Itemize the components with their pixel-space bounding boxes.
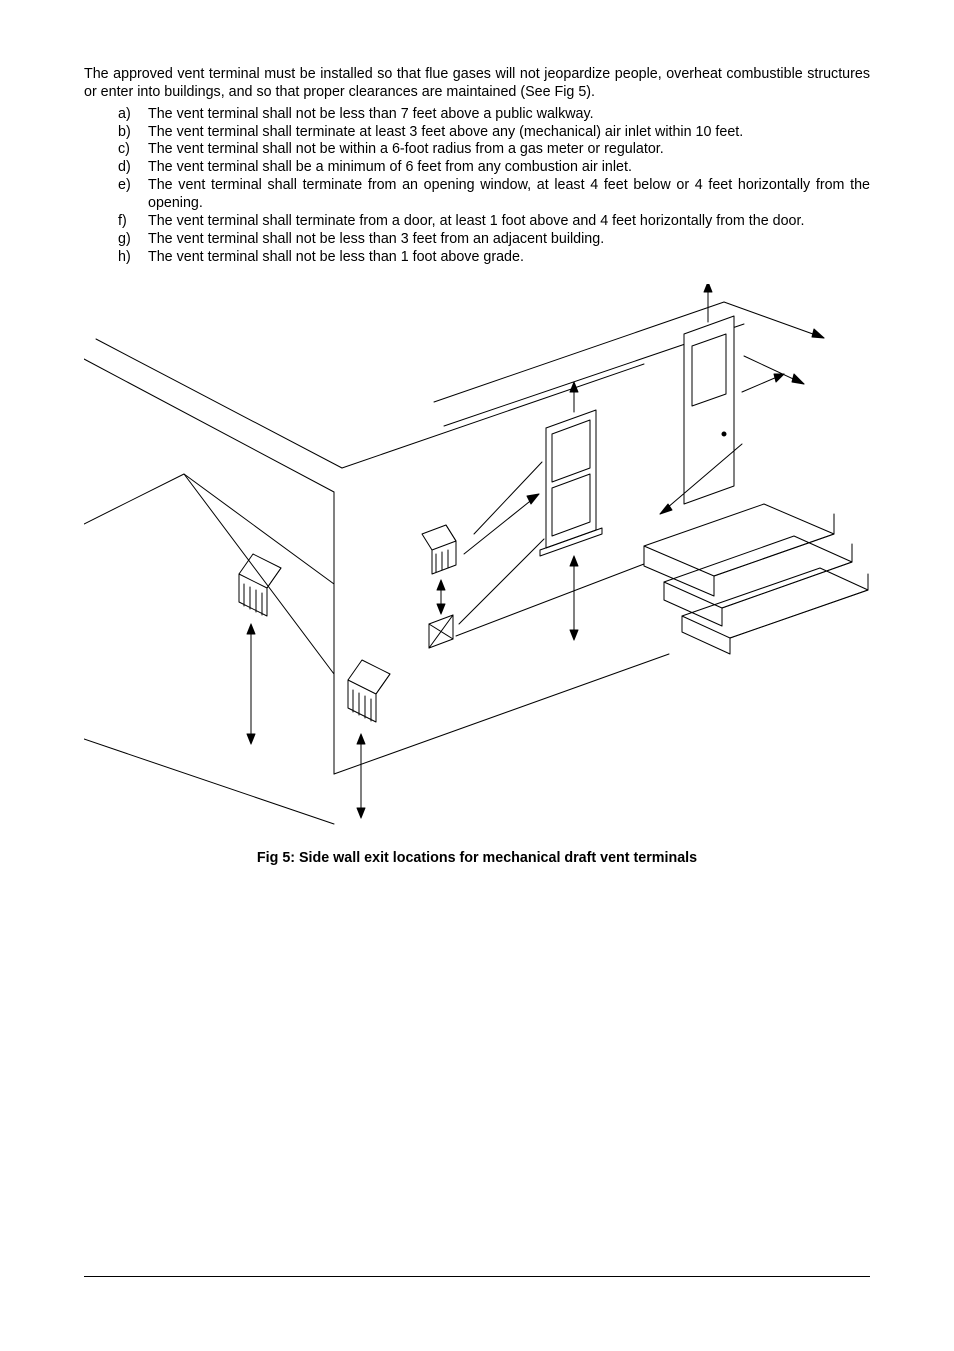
meter-icon [429,615,453,648]
list-marker: h) [118,249,148,267]
list-text: The vent terminal shall be a minimum of … [148,159,870,177]
list-marker: e) [118,177,148,213]
list-item: b) The vent terminal shall terminate at … [118,124,870,142]
window-icon [540,410,602,556]
vent-icon [422,525,456,574]
list-marker: g) [118,231,148,249]
vent-terminal-diagram [84,284,870,832]
list-marker: b) [118,124,148,142]
list-text: The vent terminal shall not be less than… [148,231,870,249]
footer-rule [84,1276,870,1277]
list-item: a) The vent terminal shall not be less t… [118,106,870,124]
list-marker: f) [118,213,148,231]
vent-icon [348,660,390,722]
list-text: The vent terminal shall terminate from a… [148,213,870,231]
list-item: g) The vent terminal shall not be less t… [118,231,870,249]
list-text: The vent terminal shall not be within a … [148,141,870,159]
list-text: The vent terminal shall terminate from a… [148,177,870,213]
list-marker: a) [118,106,148,124]
steps-icon [644,504,868,654]
list-text: The vent terminal shall not be less than… [148,106,870,124]
figure-caption: Fig 5: Side wall exit locations for mech… [84,850,870,866]
list-item: e) The vent terminal shall terminate fro… [118,177,870,213]
door-icon [684,316,734,504]
list-text: The vent terminal shall not be less than… [148,249,870,267]
list-marker: c) [118,141,148,159]
figure-5: Fig 5: Side wall exit locations for mech… [84,284,870,866]
list-item: f) The vent terminal shall terminate fro… [118,213,870,231]
requirements-list: a) The vent terminal shall not be less t… [84,106,870,267]
vent-icon [239,554,281,616]
list-marker: d) [118,159,148,177]
list-item: h) The vent terminal shall not be less t… [118,249,870,267]
list-item: c) The vent terminal shall not be within… [118,141,870,159]
list-text: The vent terminal shall terminate at lea… [148,124,870,142]
document-page: The approved vent terminal must be insta… [0,0,954,1351]
list-item: d) The vent terminal shall be a minimum … [118,159,870,177]
intro-paragraph: The approved vent terminal must be insta… [84,66,870,102]
